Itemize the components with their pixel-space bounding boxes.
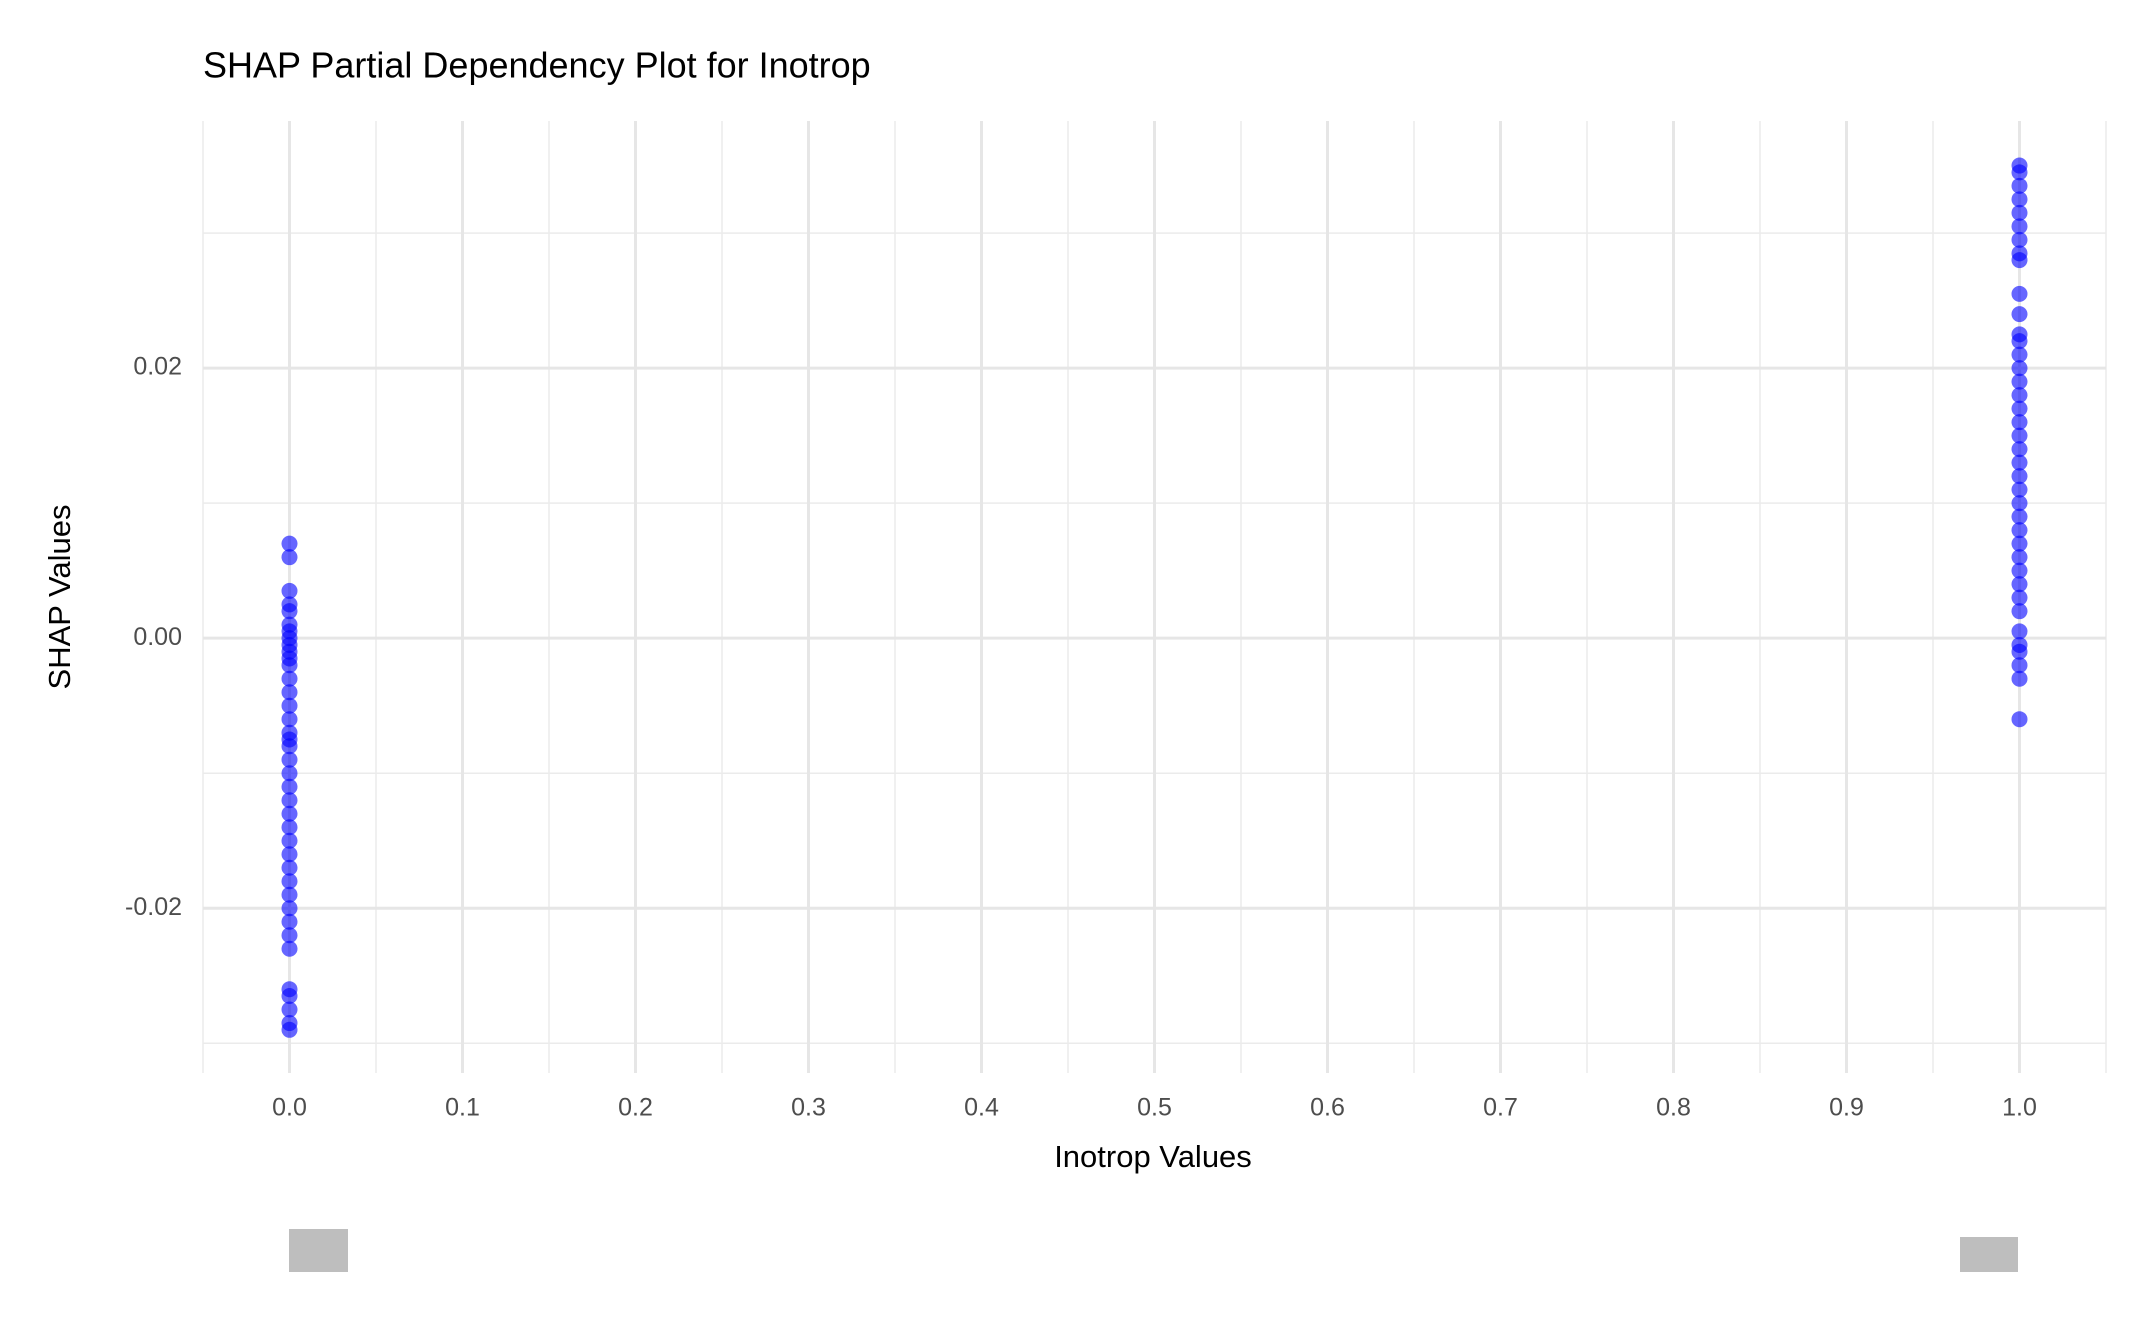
- x-tick-label: 0.2: [618, 1094, 653, 1122]
- point: [2011, 670, 2028, 687]
- point: [2011, 427, 2028, 444]
- x-tick-label: 0.8: [1656, 1094, 1691, 1122]
- point: [2011, 191, 2028, 208]
- point: [2011, 177, 2028, 194]
- point: [2011, 333, 2028, 350]
- point: [2011, 441, 2028, 458]
- point: [281, 873, 298, 890]
- point: [281, 738, 298, 755]
- point: [2011, 414, 2028, 431]
- point: [2011, 285, 2028, 302]
- point: [281, 670, 298, 687]
- x-tick-label: 1.0: [2002, 1094, 2037, 1122]
- point: [2011, 204, 2028, 221]
- point: [2011, 252, 2028, 269]
- x-tick-label: 0.5: [1137, 1094, 1172, 1122]
- point: [2011, 549, 2028, 566]
- point: [281, 549, 298, 566]
- point: [2011, 481, 2028, 498]
- point: [2011, 468, 2028, 485]
- x-axis-title: Inotrop Values: [1054, 1139, 1252, 1174]
- point: [281, 751, 298, 768]
- point: [281, 1001, 298, 1018]
- point: [281, 927, 298, 944]
- point: [2011, 562, 2028, 579]
- marginal-bar: [1960, 1237, 2018, 1272]
- point: [2011, 508, 2028, 525]
- point: [2011, 711, 2028, 728]
- point: [281, 913, 298, 930]
- point: [2011, 576, 2028, 593]
- point: [2011, 373, 2028, 390]
- point: [281, 582, 298, 599]
- point: [2011, 164, 2028, 181]
- x-tick-label: 0.4: [964, 1094, 999, 1122]
- marginal-bar: [289, 1229, 348, 1272]
- point: [2011, 657, 2028, 674]
- point: [281, 778, 298, 795]
- point: [281, 792, 298, 809]
- y-tick-label: -0.02: [125, 893, 182, 921]
- point: [2011, 306, 2028, 323]
- point: [281, 832, 298, 849]
- point: [281, 657, 298, 674]
- point: [281, 535, 298, 552]
- point: [281, 697, 298, 714]
- y-tick-label: 0.00: [133, 623, 182, 651]
- point: [2011, 400, 2028, 417]
- x-tick-label: 0.1: [445, 1094, 480, 1122]
- point: [2011, 360, 2028, 377]
- point: [2011, 603, 2028, 620]
- point: [281, 819, 298, 836]
- point: [281, 711, 298, 728]
- chart-title: SHAP Partial Dependency Plot for Inotrop: [203, 45, 871, 86]
- x-tick-label: 0.3: [791, 1094, 826, 1122]
- point: [2011, 589, 2028, 606]
- point: [281, 684, 298, 701]
- point: [2011, 522, 2028, 539]
- point: [281, 765, 298, 782]
- point: [281, 988, 298, 1005]
- point: [281, 900, 298, 917]
- point: [2011, 231, 2028, 248]
- x-tick-label: 0.0: [272, 1094, 307, 1122]
- y-axis-title: SHAP Values: [42, 505, 77, 690]
- point: [281, 859, 298, 876]
- point: [2011, 387, 2028, 404]
- point: [281, 940, 298, 957]
- x-tick-label: 0.6: [1310, 1094, 1345, 1122]
- point: [2011, 535, 2028, 552]
- point: [2011, 454, 2028, 471]
- point: [281, 846, 298, 863]
- point: [2011, 643, 2028, 660]
- x-tick-label: 0.9: [1829, 1094, 1864, 1122]
- point: [2011, 623, 2028, 640]
- point: [281, 1021, 298, 1038]
- point: [281, 886, 298, 903]
- point: [281, 603, 298, 620]
- x-tick-label: 0.7: [1483, 1094, 1518, 1122]
- point: [2011, 495, 2028, 512]
- point: [281, 805, 298, 822]
- point: [2011, 218, 2028, 235]
- y-tick-label: 0.02: [133, 353, 182, 381]
- point: [2011, 346, 2028, 363]
